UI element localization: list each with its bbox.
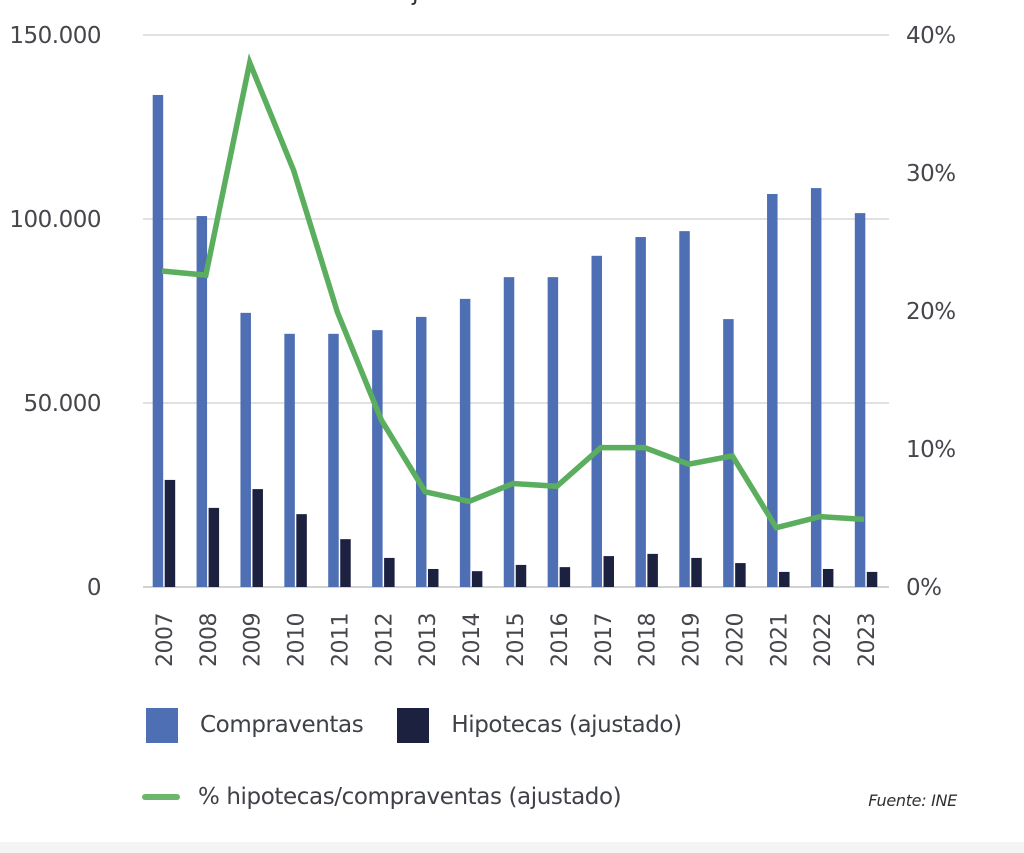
x-tick-label: 2012: [372, 613, 397, 667]
x-tick-label: 2021: [767, 613, 792, 667]
x-tick-label: 2018: [636, 613, 661, 667]
x-tick-label: 2022: [811, 613, 836, 667]
y-tick-label: 150.000: [9, 23, 101, 49]
bar-hipotecas: [252, 489, 263, 587]
bar-hipotecas: [471, 571, 483, 587]
bar-compraventas: [810, 188, 822, 587]
chart-title-fragment: j: [412, 0, 419, 6]
y2-tick-label: 10%: [906, 437, 956, 463]
legend-row-bars: Compraventas Hipotecas (ajustado): [146, 705, 886, 745]
bar-hipotecas: [427, 568, 439, 587]
source-note: Fuente: INE: [868, 791, 957, 810]
x-tick-label: 2015: [504, 613, 529, 667]
bar-hipotecas: [779, 571, 790, 587]
bar-hipotecas: [603, 556, 615, 587]
bar-hipotecas: [384, 557, 395, 587]
bar-compraventas: [328, 333, 339, 587]
legend-item-ratio: % hipotecas/compraventas (ajustado): [142, 784, 622, 810]
bar-compraventas: [723, 319, 734, 587]
ratio-line-layer: [161, 53, 865, 531]
bar-hipotecas: [559, 567, 571, 587]
left-axis: 0 50.000 100.000 150.000: [9, 23, 101, 601]
legend-row-line: % hipotecas/compraventas (ajustado): [142, 777, 886, 817]
x-tick-label: 2013: [416, 613, 441, 667]
bar-compraventas: [415, 316, 427, 587]
y-tick-label: 0: [87, 575, 101, 601]
x-tick-label: 2020: [723, 613, 748, 667]
bar-compraventas: [767, 193, 778, 587]
bar-compraventas: [196, 216, 208, 587]
legend-swatch-ratio: [142, 794, 180, 800]
legend-label-ratio: % hipotecas/compraventas (ajustado): [198, 784, 622, 810]
bar-compraventas: [240, 312, 251, 587]
bar-hipotecas: [647, 553, 658, 587]
y2-tick-label: 30%: [906, 161, 956, 187]
x-tick-label: 2008: [197, 613, 222, 667]
bar-hipotecas: [208, 507, 220, 587]
x-tick-label: 2016: [548, 613, 573, 667]
y-tick-label: 100.000: [9, 207, 101, 233]
x-tick-label: 2023: [855, 613, 880, 667]
bar-compraventas: [635, 237, 646, 588]
y2-tick-label: 0%: [906, 575, 942, 601]
y2-tick-label: 40%: [906, 23, 956, 49]
bar-compraventas: [591, 255, 603, 588]
legend-label-compraventas: Compraventas: [200, 712, 364, 738]
x-tick-label: 2010: [285, 613, 310, 667]
bar-compraventas: [854, 213, 866, 587]
bar-hipotecas: [340, 539, 351, 587]
bar-hipotecas: [735, 563, 746, 587]
x-tick-label: 2019: [680, 613, 705, 667]
legend-swatch-hipotecas: [397, 707, 430, 743]
bar-compraventas: [372, 330, 383, 587]
x-tick-label: 2009: [241, 613, 266, 667]
bar-compraventas: [459, 298, 471, 587]
x-tick-label: 2011: [328, 613, 353, 667]
x-tick-label: 2017: [592, 613, 617, 667]
bar-hipotecas: [296, 514, 307, 587]
x-tick-label: 2014: [460, 613, 485, 667]
bars: [152, 94, 878, 588]
bar-hipotecas: [691, 557, 702, 587]
legend: Compraventas Hipotecas (ajustado) % hipo…: [142, 705, 886, 817]
legend-label-hipotecas: Hipotecas (ajustado): [451, 712, 682, 738]
legend-item-compraventas: Compraventas: [146, 707, 364, 743]
bar-hipotecas: [164, 479, 176, 587]
right-axis: 0% 10% 20% 30% 40%: [906, 23, 956, 601]
legend-item-hipotecas: Hipotecas (ajustado): [397, 707, 682, 743]
bar-compraventas: [547, 277, 559, 587]
bar-hipotecas: [515, 564, 527, 587]
x-tick-label: 2007: [153, 613, 178, 667]
y2-tick-label: 20%: [906, 299, 956, 325]
bar-hipotecas: [866, 571, 878, 587]
bar-compraventas: [679, 231, 690, 588]
x-axis: 2007 2008 2009 2010 2011 2012 2013 2014 2015 2016…: [153, 613, 880, 667]
bar-hipotecas: [822, 568, 834, 587]
bar-compraventas: [284, 333, 295, 587]
y-tick-label: 50.000: [24, 391, 101, 417]
legend-swatch-compraventas: [146, 707, 178, 743]
bar-compraventas: [152, 94, 164, 587]
bottom-band: [0, 842, 1024, 853]
bar-compraventas: [503, 277, 515, 587]
